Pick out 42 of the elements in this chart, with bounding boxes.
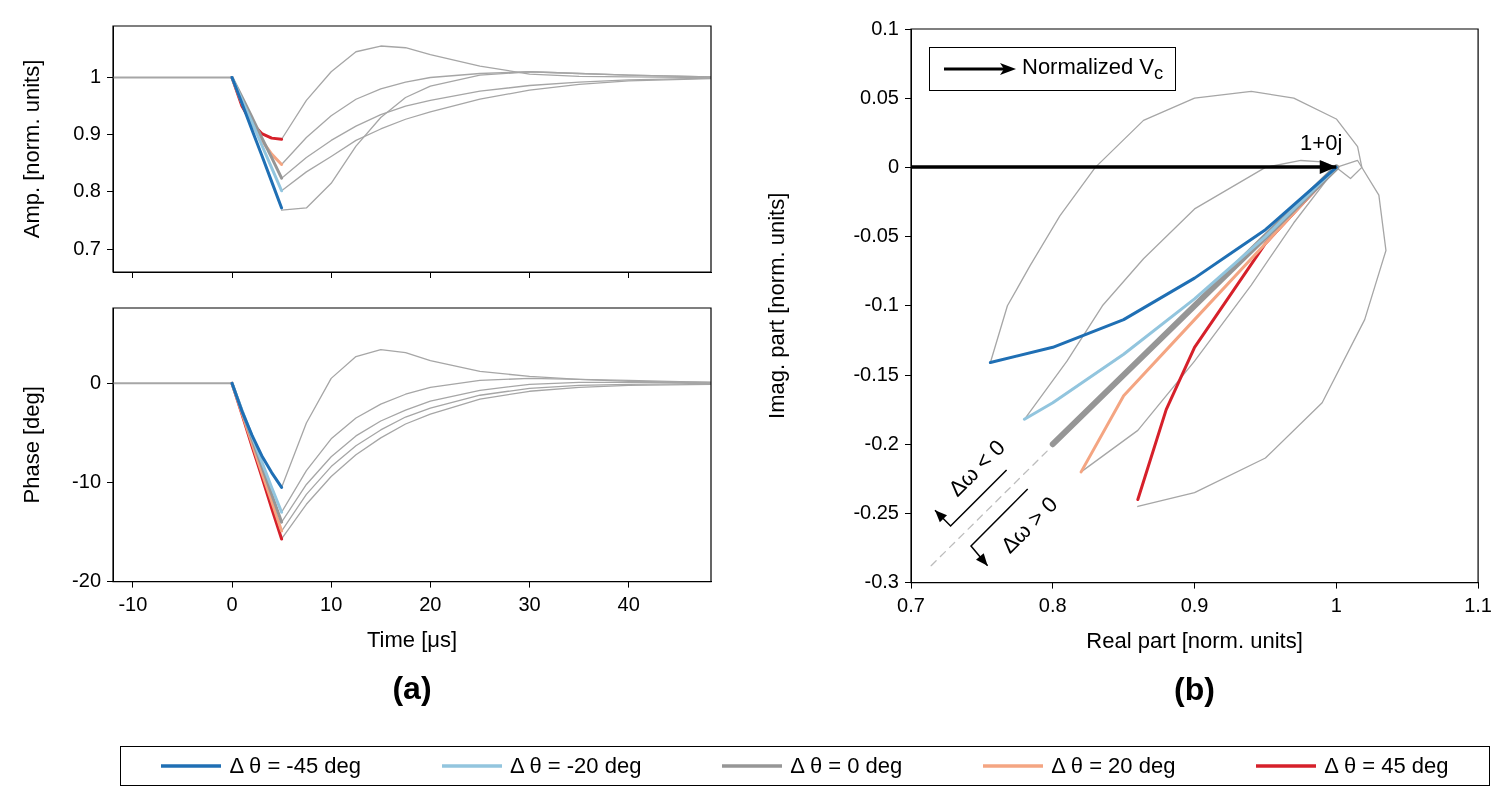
- y-axis-title: Imag. part [norm. units]: [764, 192, 790, 419]
- text: (b): [1174, 671, 1215, 707]
- legend-label: Δ θ = 45 deg: [1324, 753, 1449, 779]
- y-tick-label: -20: [72, 569, 101, 592]
- y-tick-label: -10: [72, 469, 101, 492]
- y-tick-label: -0.3: [864, 570, 899, 593]
- y-tick-label: 0.05: [860, 85, 899, 108]
- y-tick-label: 0: [89, 370, 101, 393]
- y-tick-label: 0.8: [73, 179, 101, 202]
- x-tick-label: 10: [320, 593, 343, 616]
- y-tick-label: -0.25: [853, 500, 899, 523]
- x-tick-label: 30: [518, 593, 541, 616]
- x-axis-title: Time [μs]: [366, 626, 458, 652]
- y-tick-label: -0.1: [864, 293, 899, 316]
- y-tick-label: 0: [887, 154, 899, 177]
- x-axis-title: Real part [norm. units]: [1086, 627, 1303, 653]
- y-tick-label: -0.05: [853, 224, 899, 247]
- y-tick-label: 0.1: [871, 16, 899, 39]
- annotation: 1+0j: [1300, 130, 1343, 156]
- y-tick-label: 0.7: [73, 236, 101, 259]
- x-tick-label: 20: [419, 593, 442, 616]
- y-tick-label: 0.9: [73, 122, 101, 145]
- legend-label: Δ θ = 0 deg: [790, 753, 903, 779]
- text-box: Normalized V$_{c}$: [929, 47, 1177, 92]
- x-tick-label: 40: [617, 593, 640, 616]
- x-tick-label: 0: [226, 593, 238, 616]
- legend-label: Δ θ = 20 deg: [1051, 753, 1176, 779]
- x-tick-label: -10: [118, 593, 148, 616]
- y-axis-title: Phase [deg]: [19, 386, 45, 504]
- x-tick-label: 1.1: [1464, 594, 1492, 617]
- y-tick-label: -0.15: [853, 362, 899, 385]
- legend-label: Δ θ = -20 deg: [509, 753, 642, 779]
- y-tick-label: -0.2: [864, 431, 899, 454]
- y-axis-title: Amp. [norm. units]: [19, 59, 45, 239]
- x-tick-label: 1: [1330, 594, 1342, 617]
- legend-label: Δ θ = -45 deg: [229, 753, 361, 779]
- text: (a): [392, 670, 432, 706]
- annotation: Normalized V$_{c}$: [1022, 54, 1164, 85]
- x-tick-label: 0.8: [1038, 594, 1067, 617]
- x-tick-label: 0.7: [897, 594, 925, 617]
- y-tick-label: 1: [89, 65, 101, 87]
- x-tick-label: 0.9: [1180, 594, 1209, 617]
